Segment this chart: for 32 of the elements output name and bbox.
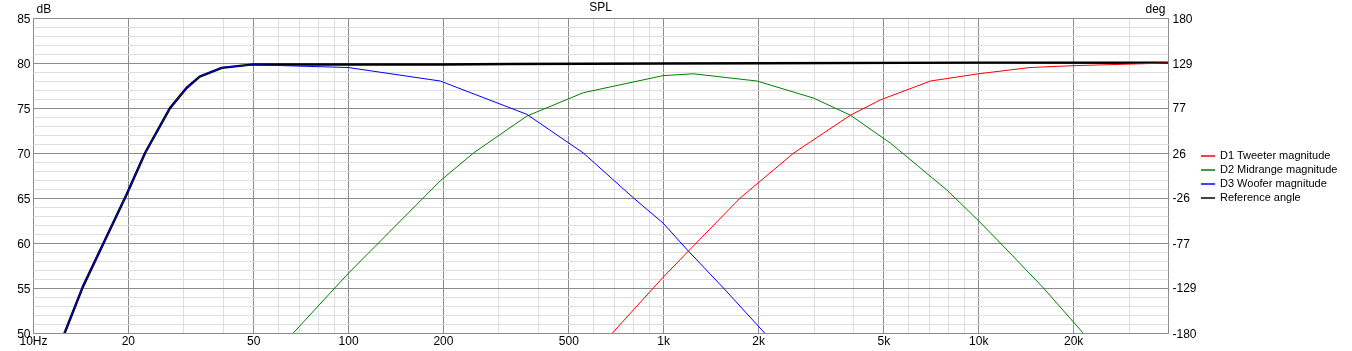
y-tick-label: 85: [17, 11, 31, 26]
y2-tick-label: 26: [1172, 146, 1187, 161]
x-tick-label: 500: [558, 333, 580, 348]
y2-tick-label: -180: [1172, 326, 1197, 341]
y2-tick-label: 180: [1172, 11, 1193, 26]
legend-label: D2 Midrange magnitude: [1220, 163, 1338, 175]
x-tick-label: 20: [121, 333, 136, 348]
y2-axis-title: deg: [1145, 1, 1166, 16]
x-tick-label: 20k: [1063, 333, 1085, 348]
x-tick-label: 50: [247, 333, 261, 348]
legend-label: Reference angle: [1220, 191, 1301, 203]
y2-tick-label: -129: [1172, 281, 1197, 296]
legend-label: D3 Woofer magnitude: [1220, 177, 1327, 189]
y-tick-label: 60: [17, 236, 31, 251]
y2-tick-label: 129: [1172, 56, 1193, 71]
chart-title: SPL: [589, 0, 613, 14]
x-tick-label: 5k: [877, 333, 892, 348]
y-tick-label: 55: [17, 281, 31, 296]
x-tick-label: 200: [433, 333, 454, 348]
y2-tick-label: -77: [1172, 236, 1191, 251]
y2-tick-label: -26: [1172, 191, 1191, 206]
y-tick-label: 75: [17, 101, 31, 116]
x-tick-label: 2k: [752, 333, 766, 348]
x-tick-label: 10k: [969, 333, 990, 348]
y-tick-label: 65: [17, 191, 31, 206]
y-tick-label: 70: [17, 146, 31, 161]
y-axis-title: dB: [36, 1, 52, 16]
y2-tick-label: 77: [1172, 101, 1187, 116]
x-tick-label: 1k: [657, 333, 672, 348]
legend-label: D1 Tweeter magnitude: [1220, 149, 1331, 161]
y-tick-label: 80: [17, 56, 31, 71]
x-tick-label: 100: [338, 333, 359, 348]
